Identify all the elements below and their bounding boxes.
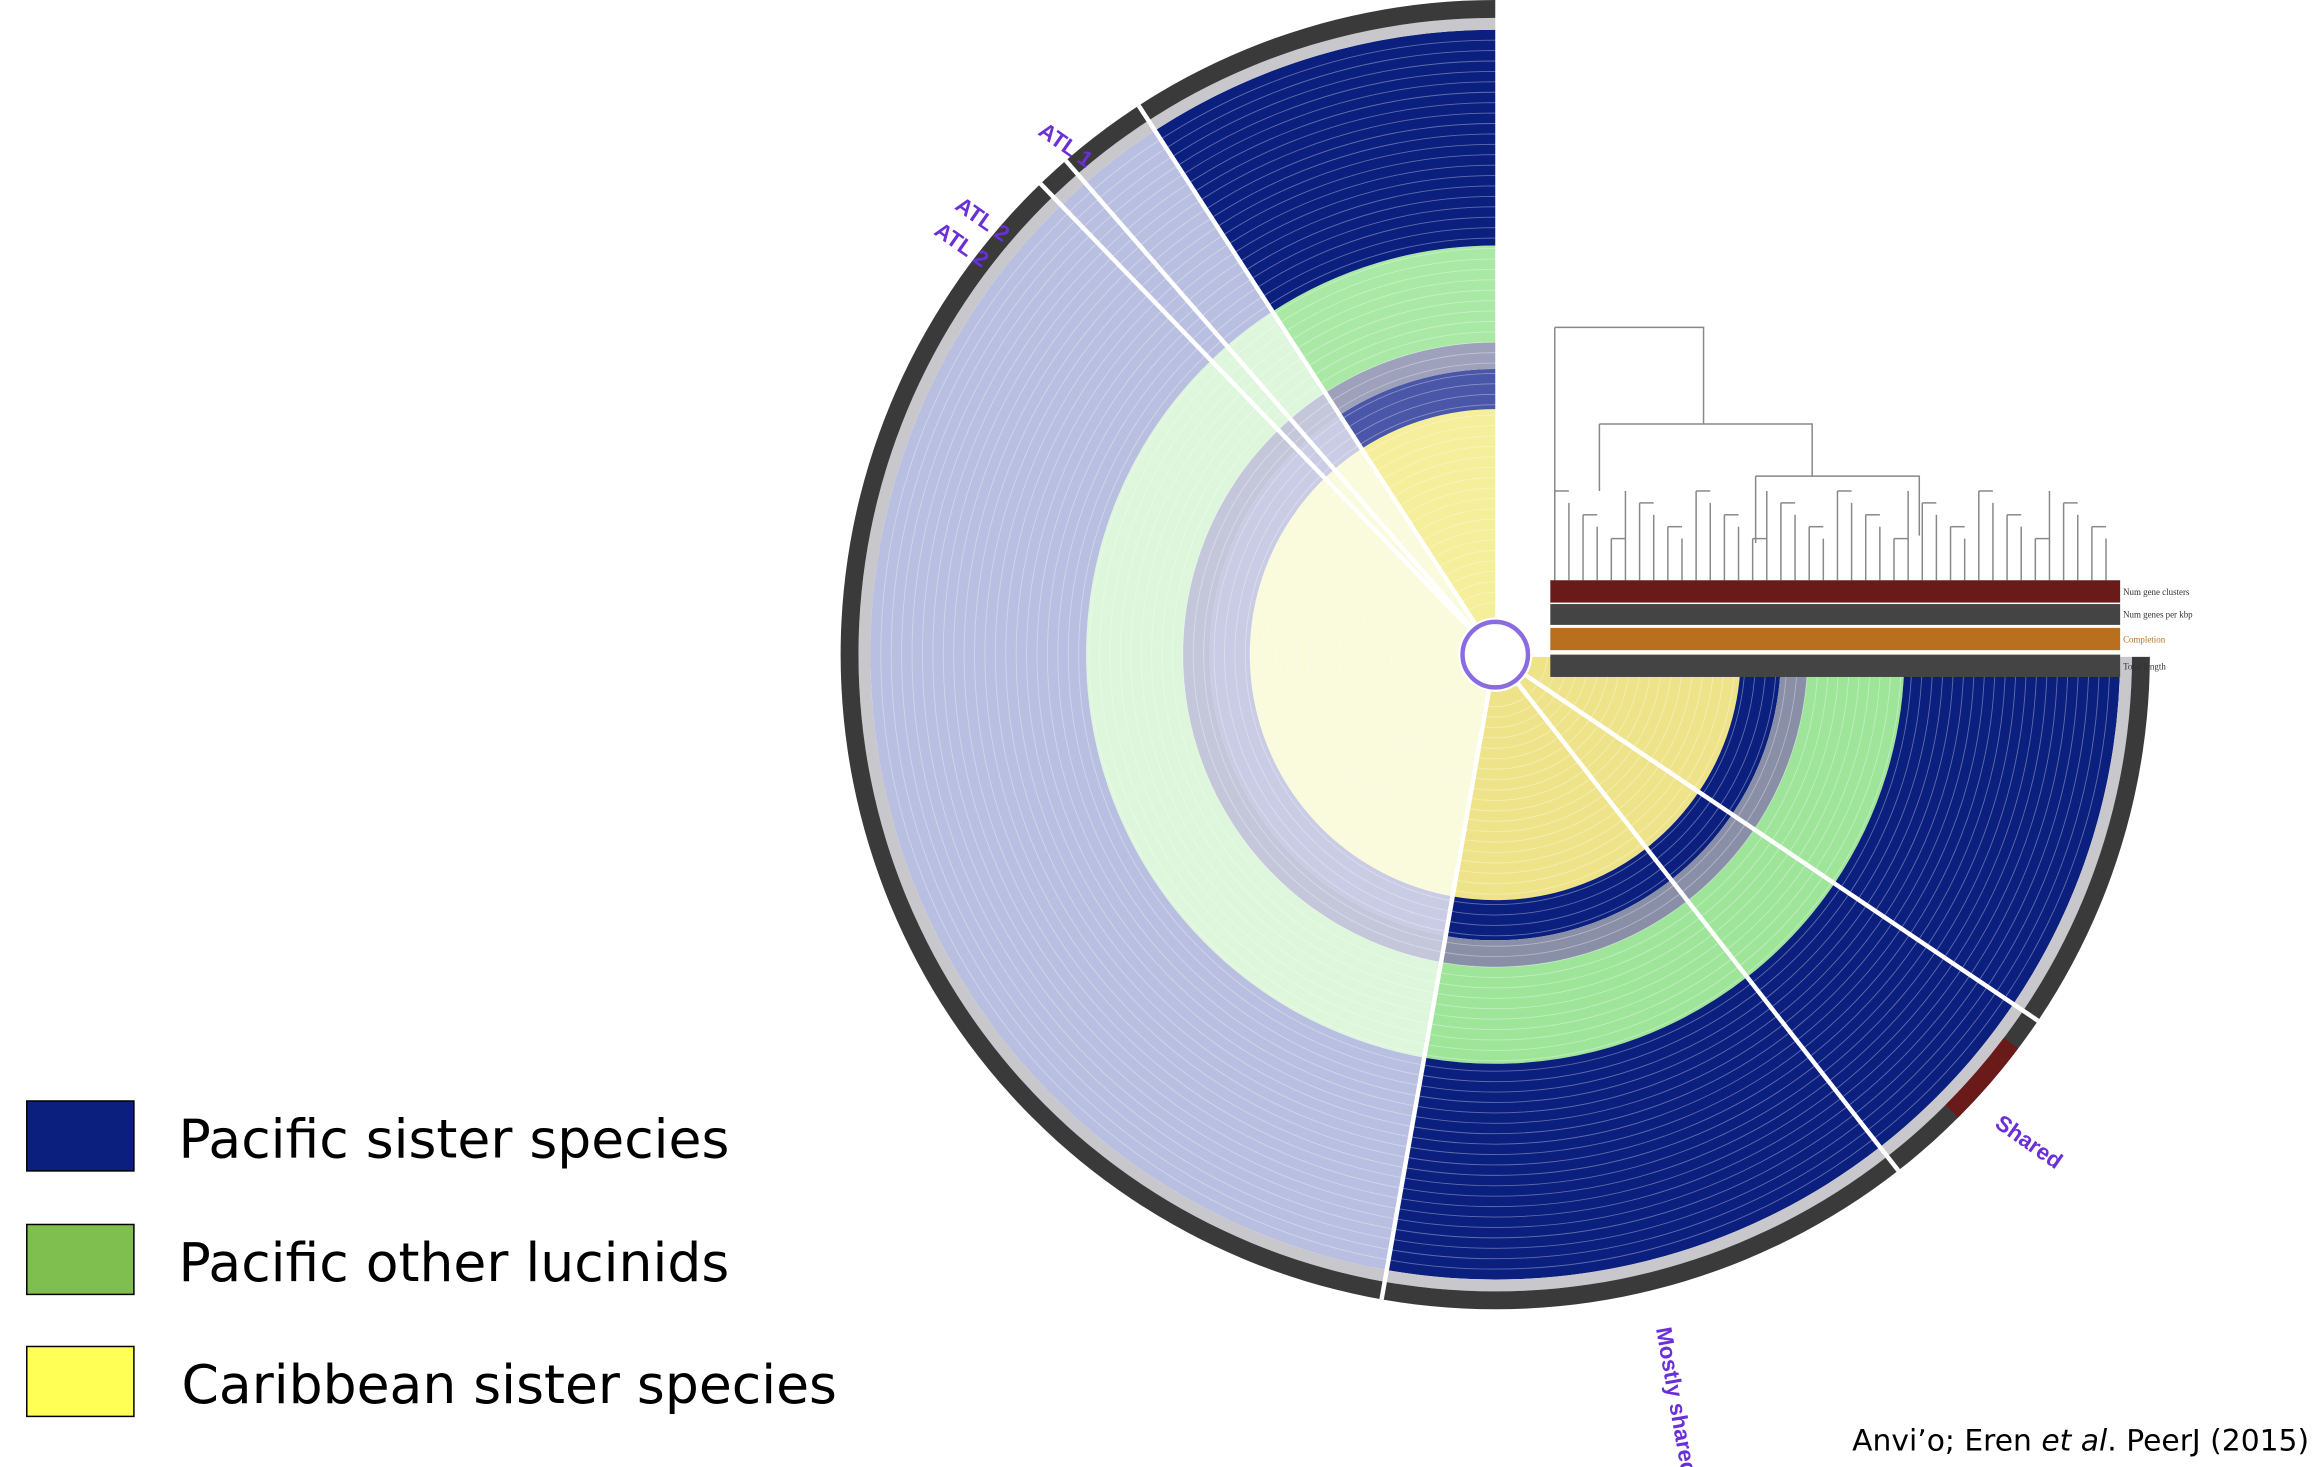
legend-swatch: [26, 1223, 135, 1296]
ring-sector: [1747, 883, 2014, 1148]
ring-sector: [1272, 245, 1496, 393]
ring-sector: [1452, 683, 1647, 901]
layer-label: Num genes per kbp: [2123, 609, 2193, 619]
ring-sector: [870, 205, 1425, 1271]
legend-swatch: [26, 1100, 135, 1172]
ring-sector: [1518, 675, 1699, 849]
ring-sector: [1290, 392, 1340, 440]
ring-sector: [1361, 409, 1496, 624]
citation-part: et al: [2041, 1424, 2108, 1459]
ring-sector: [1154, 29, 1496, 312]
ring-sector: [1211, 345, 1291, 430]
bin-label: Shared: [1991, 1110, 2067, 1174]
legend: Pacific sister species Pacific other luc…: [26, 1100, 837, 1418]
outer-ring-highlight: [1945, 1037, 2019, 1118]
bin-divider: [1379, 686, 1492, 1300]
ring-sector: [1061, 183, 1227, 361]
citation: Anvi’o; Eren et al. PeerJ (2015): [1852, 1424, 2309, 1459]
center-tree: [1460, 619, 1531, 690]
citation-part: Anvi’o; Eren: [1852, 1424, 2041, 1459]
ring-sector: [1732, 654, 1808, 830]
tree-branch: [1554, 326, 1921, 581]
layer-bars: Num gene clusters Num genes per kbp Comp…: [1550, 580, 2193, 677]
ring-sector: [1324, 469, 1471, 628]
ring-sector: [1339, 368, 1496, 449]
ring-sector: [1334, 448, 1476, 627]
bin-divider: [1038, 182, 1475, 633]
bin-divider: [1513, 679, 1901, 1172]
ring-sector: [1182, 429, 1446, 963]
ring-sector: [1085, 130, 1273, 346]
dendrogram: [1554, 326, 2107, 581]
layer-bar: [1550, 604, 2121, 625]
ring-sector: [1086, 360, 1442, 1058]
legend-swatch: [26, 1345, 135, 1418]
legend-label: Caribbean sister species: [182, 1353, 837, 1416]
ring-sector: [1278, 418, 1308, 450]
ring-sector: [1209, 449, 1453, 936]
ring-sector: [1526, 654, 1741, 792]
bin-label: Mostly shared: [1651, 1325, 1702, 1467]
ring-sector: [1754, 654, 1905, 884]
pangenome-rings: [840, 0, 2150, 1310]
ring-sector: [1226, 311, 1326, 419]
legend-label: Pacific other lucinids: [179, 1231, 730, 1294]
layer-bar: [1550, 580, 2121, 603]
layer-label: Num gene clusters: [2123, 587, 2190, 597]
ring-sector: [1424, 900, 1748, 1064]
layer-label: Total length: [2123, 662, 2166, 672]
ring-sector: [1671, 814, 1755, 901]
ring-sector: [1646, 791, 1733, 880]
ring-sector: [1325, 342, 1496, 416]
legend-label: Pacific sister species: [179, 1108, 730, 1171]
ring-sector: [1296, 439, 1335, 479]
ring-sector: [1386, 977, 1880, 1280]
bin-divider: [1521, 671, 2040, 1023]
layer-bar: [1550, 654, 2121, 677]
layer-bar: [1550, 627, 2121, 651]
ring-sector: [1441, 879, 1688, 968]
ring-sector: [1698, 654, 1781, 815]
ring-sector: [1687, 829, 1835, 978]
bin-divider: [1064, 159, 1476, 632]
layer-label: Completion: [2123, 635, 2166, 645]
bin-divider: [1136, 104, 1480, 629]
ring-sector: [1834, 654, 2121, 1005]
ring-sector: [1445, 848, 1672, 941]
ring-sector: [1249, 478, 1489, 897]
citation-part: . PeerJ (2015): [2107, 1424, 2309, 1459]
